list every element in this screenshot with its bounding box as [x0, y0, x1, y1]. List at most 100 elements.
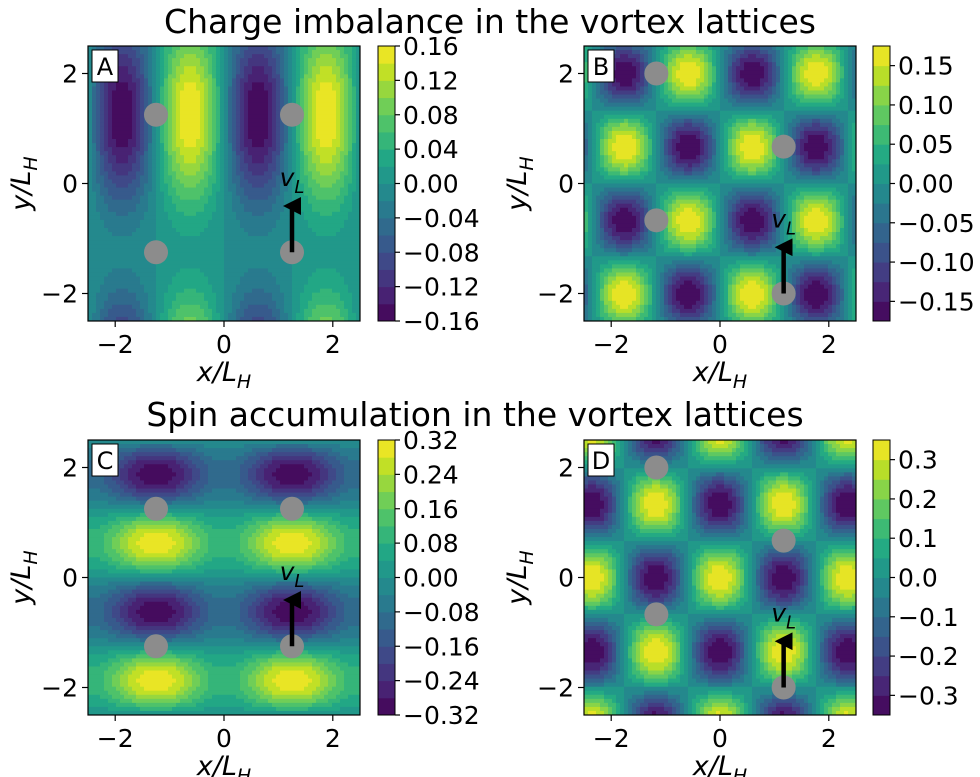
heatmap-cell [228, 288, 233, 294]
heatmap-cell [196, 139, 201, 144]
heatmap-cell [124, 264, 129, 270]
heatmap-cell [248, 167, 253, 172]
heatmap-cell [584, 167, 589, 172]
heatmap-cell [156, 46, 161, 51]
heatmap-cell [304, 252, 309, 257]
heatmap-cell [144, 304, 149, 310]
heatmap-cell [284, 207, 289, 213]
heatmap-cell [268, 219, 273, 225]
heatmap-cell [104, 110, 109, 116]
heatmap-cell [284, 288, 289, 294]
heatmap-cell [320, 268, 325, 274]
heatmap-cell [320, 163, 325, 168]
heatmap-cell [100, 244, 105, 249]
heatmap-cell [196, 244, 201, 249]
heatmap-cell [156, 66, 161, 71]
heatmap-cell [220, 82, 225, 88]
heatmap-cell [332, 163, 337, 168]
heatmap-cell [296, 130, 301, 136]
heatmap-cell [136, 227, 141, 233]
heatmap-cell [168, 122, 173, 128]
heatmap-cell [220, 74, 225, 79]
heatmap-cell [116, 195, 121, 201]
heatmap-cell [588, 284, 593, 290]
heatmap-cell [152, 167, 157, 172]
heatmap-cell [88, 260, 93, 265]
heatmap-cell [228, 58, 233, 63]
heatmap-cell [304, 175, 309, 181]
heatmap-cell [300, 227, 305, 233]
heatmap-cell [140, 260, 145, 265]
heatmap-cell [120, 118, 125, 124]
heatmap-cell [332, 58, 337, 63]
heatmap-cell [312, 256, 317, 261]
heatmap-cell [192, 70, 197, 75]
heatmap-cell [236, 304, 241, 310]
heatmap-cell [332, 288, 337, 294]
heatmap-cell [332, 122, 337, 128]
heatmap-cell [352, 86, 357, 92]
heatmap-cell [324, 288, 329, 294]
heatmap-cell [292, 94, 297, 100]
heatmap-cell [348, 171, 353, 177]
heatmap-cell [356, 155, 360, 160]
heatmap-cell [260, 199, 265, 205]
heatmap-cell [348, 276, 353, 282]
heatmap-cell [344, 203, 349, 209]
heatmap-cell [96, 236, 101, 241]
heatmap-cell [228, 256, 233, 261]
heatmap-cell [124, 240, 129, 245]
heatmap-cell [168, 236, 173, 241]
heatmap-cell [592, 244, 597, 249]
heatmap-cell [228, 244, 233, 249]
heatmap-cell [232, 159, 237, 164]
heatmap-cell [232, 70, 237, 75]
heatmap-cell [292, 151, 297, 156]
heatmap-cell [600, 187, 605, 193]
heatmap-cell [256, 236, 261, 241]
heatmap-cell [208, 82, 213, 88]
heatmap-cell [168, 268, 173, 274]
heatmap-cell [280, 139, 285, 144]
heatmap-cell [248, 215, 253, 221]
heatmap-cell [204, 50, 209, 55]
heatmap-cell [104, 106, 109, 112]
heatmap-cell [328, 90, 333, 96]
heatmap-cell [168, 171, 173, 177]
heatmap-cell [324, 94, 329, 100]
heatmap-cell [168, 215, 173, 221]
heatmap-cell [328, 74, 333, 79]
heatmap-cell [264, 58, 269, 63]
heatmap-cell [184, 223, 189, 229]
heatmap-cell [144, 207, 149, 213]
heatmap-cell [200, 272, 205, 278]
heatmap-cell [352, 284, 357, 290]
heatmap-cell [336, 134, 341, 140]
heatmap-cell [316, 312, 321, 318]
heatmap-cell [140, 110, 145, 116]
heatmap-cell [128, 232, 133, 237]
heatmap-cell [244, 90, 249, 96]
heatmap-cell [332, 110, 337, 116]
heatmap-cell [164, 70, 169, 75]
heatmap-cell [188, 308, 193, 314]
heatmap-cell [256, 54, 261, 59]
heatmap-cell [184, 227, 189, 233]
heatmap-cell [108, 183, 113, 189]
heatmap-cell [348, 232, 353, 237]
heatmap-cell [320, 126, 325, 132]
heatmap-cell [92, 240, 97, 245]
heatmap-cell [352, 187, 357, 193]
heatmap-cell [188, 288, 193, 294]
heatmap-cell [116, 260, 121, 265]
heatmap-cell [340, 70, 345, 75]
heatmap-cell [188, 90, 193, 96]
heatmap-cell [596, 223, 601, 229]
heatmap-cell [336, 66, 341, 71]
heatmap-cell [264, 284, 269, 290]
heatmap-cell [312, 130, 317, 136]
heatmap-cell [120, 66, 125, 71]
heatmap-cell [92, 280, 97, 286]
heatmap-cell [584, 199, 589, 205]
heatmap-cell [260, 296, 265, 302]
